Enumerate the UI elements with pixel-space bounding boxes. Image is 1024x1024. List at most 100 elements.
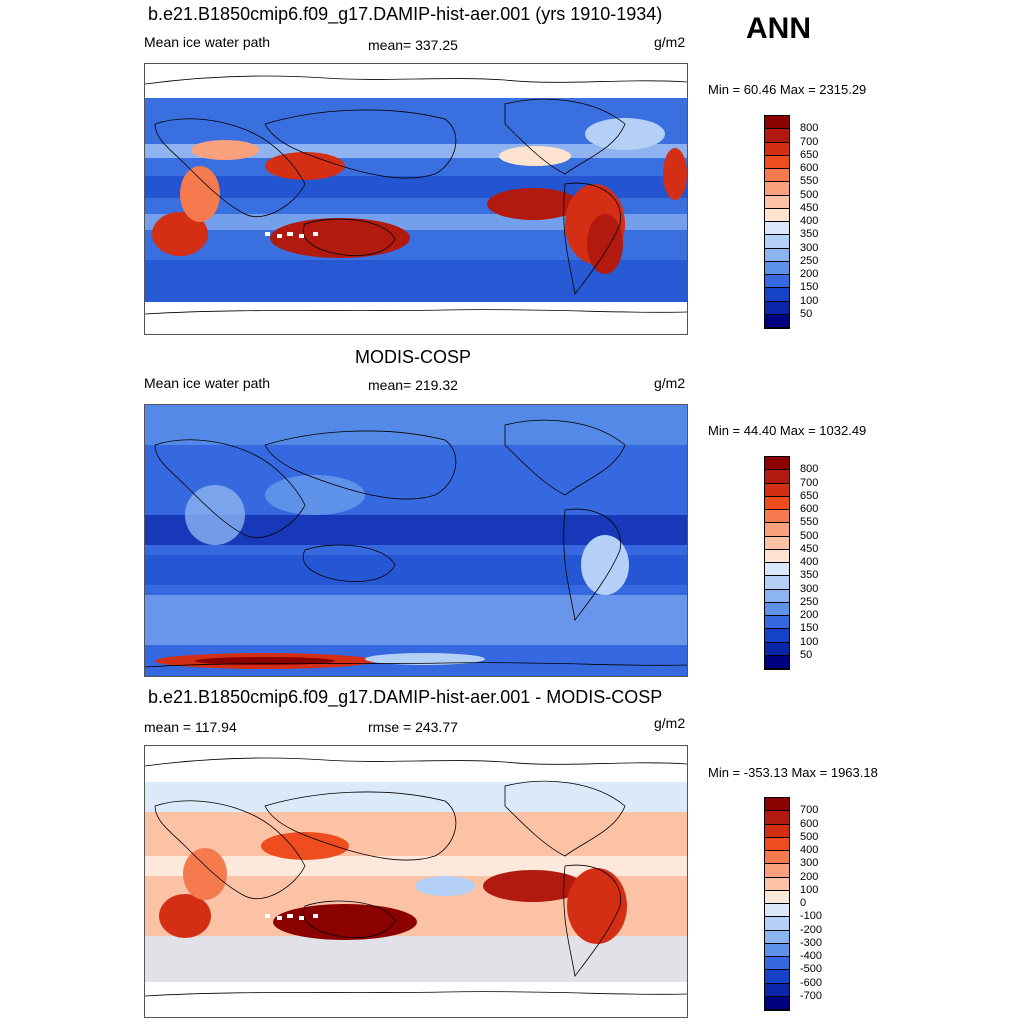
colorbar-tick-label: 500 xyxy=(800,830,819,843)
season-label: ANN xyxy=(746,12,811,45)
colorbar-tick-label: 300 xyxy=(800,857,819,870)
colorbar-tick-label: 100 xyxy=(800,883,819,896)
colorbar-tick-label: 600 xyxy=(800,817,819,830)
colorbar-swatch xyxy=(765,182,789,196)
colorbar-tick-label: -200 xyxy=(800,923,823,936)
colorbar-tick-label: -500 xyxy=(800,963,823,976)
colorbar-swatch xyxy=(765,275,789,289)
colorbar-tick-label: 200 xyxy=(800,268,819,280)
panel-1-mean-label: mean= 337.25 xyxy=(368,37,458,53)
colorbar-swatch xyxy=(765,496,789,510)
colorbar-tick-label: 600 xyxy=(800,503,819,515)
colorbar-swatch xyxy=(765,602,789,616)
panel-2-title: MODIS-COSP xyxy=(355,347,472,367)
colorbar-tick-label: 150 xyxy=(800,281,819,294)
colorbar-swatch xyxy=(765,116,789,130)
colorbar-tick-label: 400 xyxy=(800,556,819,568)
colorbar-swatch xyxy=(765,824,789,838)
colorbar-tick-label: 800 xyxy=(800,122,819,135)
panel-2-units: g/m2 xyxy=(654,375,686,391)
colorbar-tick-label: 300 xyxy=(800,241,819,254)
colorbar-tick-label: 650 xyxy=(800,489,819,502)
colorbar-swatch xyxy=(765,930,789,944)
colorbar-tick-label: 550 xyxy=(800,516,819,529)
colorbar-swatch xyxy=(765,957,789,971)
colorbar-swatch xyxy=(765,510,789,524)
colorbar-swatch xyxy=(765,917,789,931)
panel-3-rmse-label: rmse = 243.77 xyxy=(368,719,458,735)
panel-3-map xyxy=(144,745,688,1018)
colorbar-swatch xyxy=(765,629,789,643)
panel-1-title: b.e21.B1850cmip6.f09_g17.DAMIP-hist-aer.… xyxy=(148,4,663,24)
colorbar-tick-label: 100 xyxy=(800,294,819,307)
colorbar-swatch xyxy=(765,837,789,851)
colorbar-swatch xyxy=(765,877,789,891)
colorbar-swatch xyxy=(765,169,789,183)
panel-1-units: g/m2 xyxy=(654,34,686,50)
colorbar-tick-label: 600 xyxy=(800,162,819,174)
colorbar-tick-label: 800 xyxy=(800,463,819,476)
colorbar-tick-label: 550 xyxy=(800,175,819,188)
panel-2-colorbar: 800 700 650 600 550 500 450 400 350 300 250 200 150 1… xyxy=(764,456,824,670)
colorbar-tick-label: 400 xyxy=(800,215,819,227)
colorbar-swatch xyxy=(765,457,789,471)
colorbar-swatch xyxy=(765,904,789,918)
panel-3-colorbar: 700 600 500 400 300 200 100 0 -100 -200 -300 -400 -5… xyxy=(764,797,824,1011)
colorbar-swatch xyxy=(765,261,789,275)
panel-1-colorbar: 800 700 650 600 550 500 450 400 350 300 250 200 150 1… xyxy=(764,115,824,329)
colorbar-tick-label: 450 xyxy=(800,542,819,555)
colorbar-swatch xyxy=(765,576,789,590)
colorbar-tick-label: 200 xyxy=(800,609,819,621)
colorbar-tick-label: 300 xyxy=(800,582,819,595)
colorbar-swatch xyxy=(765,208,789,222)
colorbar-swatch xyxy=(765,890,789,904)
colorbar-tick-label: 0 xyxy=(800,897,807,909)
colorbar-swatch xyxy=(765,314,789,328)
panel-3-colorbar-swatches xyxy=(764,797,790,1011)
colorbar-swatch xyxy=(765,616,789,630)
panel-3-title: b.e21.B1850cmip6.f09_g17.DAMIP-hist-aer.… xyxy=(148,687,663,707)
colorbar-swatch xyxy=(765,563,789,577)
panel-2-minmax: Min = 44.40 Max = 1032.49 xyxy=(708,423,867,438)
panel-2-variable-label: Mean ice water path xyxy=(144,375,271,391)
colorbar-tick-label: -300 xyxy=(800,936,823,949)
colorbar-tick-label: 150 xyxy=(800,622,819,635)
panel-3-units: g/m2 xyxy=(654,715,686,731)
panel-2-colorbar-swatches xyxy=(764,456,790,670)
panel-2-map xyxy=(144,404,688,677)
colorbar-swatch xyxy=(765,155,789,169)
colorbar-swatch xyxy=(765,864,789,878)
colorbar-tick-label: 50 xyxy=(800,648,813,661)
colorbar-swatch xyxy=(765,301,789,315)
colorbar-tick-label: 500 xyxy=(800,529,819,542)
colorbar-tick-label: 100 xyxy=(800,635,819,648)
colorbar-swatch xyxy=(765,536,789,550)
colorbar-swatch xyxy=(765,235,789,249)
colorbar-tick-label: 250 xyxy=(800,254,819,267)
colorbar-swatch xyxy=(765,983,789,997)
panel-1-variable-label: Mean ice water path xyxy=(144,34,271,50)
panel-1-map xyxy=(144,63,688,335)
colorbar-tick-label: 350 xyxy=(800,228,819,241)
colorbar-tick-label: 250 xyxy=(800,595,819,608)
colorbar-tick-label: -400 xyxy=(800,950,823,962)
colorbar-swatch xyxy=(765,142,789,156)
colorbar-tick-label: 500 xyxy=(800,188,819,201)
colorbar-tick-label: 350 xyxy=(800,569,819,582)
colorbar-tick-label: 200 xyxy=(800,870,819,883)
colorbar-tick-label: 450 xyxy=(800,201,819,214)
colorbar-swatch xyxy=(765,642,789,656)
colorbar-swatch xyxy=(765,222,789,236)
colorbar-swatch xyxy=(765,549,789,563)
colorbar-swatch xyxy=(765,129,789,143)
colorbar-swatch xyxy=(765,970,789,984)
colorbar-swatch xyxy=(765,811,789,825)
colorbar-swatch xyxy=(765,288,789,302)
panel-1-minmax: Min = 60.46 Max = 2315.29 xyxy=(708,82,867,97)
colorbar-swatch xyxy=(765,943,789,957)
colorbar-swatch xyxy=(765,798,789,812)
colorbar-tick-label: 700 xyxy=(800,476,819,489)
colorbar-tick-label: 650 xyxy=(800,148,819,161)
panel-2-mean-label: mean= 219.32 xyxy=(368,377,458,393)
colorbar-swatch xyxy=(765,483,789,497)
